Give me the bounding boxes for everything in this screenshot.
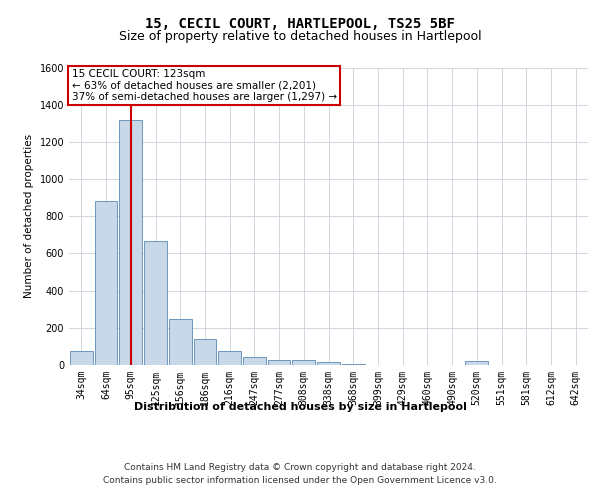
Bar [144,242,167,365]
Bar [243,356,266,365]
Text: Contains HM Land Registry data © Crown copyright and database right 2024.: Contains HM Land Registry data © Crown c… [124,462,476,471]
Bar [70,351,93,365]
Bar [292,360,315,365]
Y-axis label: Number of detached properties: Number of detached properties [24,134,34,298]
Bar [95,202,118,365]
Text: 15, CECIL COURT, HARTLEPOOL, TS25 5BF: 15, CECIL COURT, HARTLEPOOL, TS25 5BF [145,18,455,32]
Bar [119,120,142,365]
Bar [466,362,488,365]
Bar [218,351,241,365]
Text: Size of property relative to detached houses in Hartlepool: Size of property relative to detached ho… [119,30,481,43]
Bar [342,364,365,365]
Text: Distribution of detached houses by size in Hartlepool: Distribution of detached houses by size … [134,402,466,412]
Bar [268,360,290,365]
Text: Contains public sector information licensed under the Open Government Licence v3: Contains public sector information licen… [103,476,497,485]
Bar [317,362,340,365]
Text: 15 CECIL COURT: 123sqm
← 63% of detached houses are smaller (2,201)
37% of semi-: 15 CECIL COURT: 123sqm ← 63% of detached… [71,69,337,102]
Bar [169,320,191,365]
Bar [194,339,216,365]
